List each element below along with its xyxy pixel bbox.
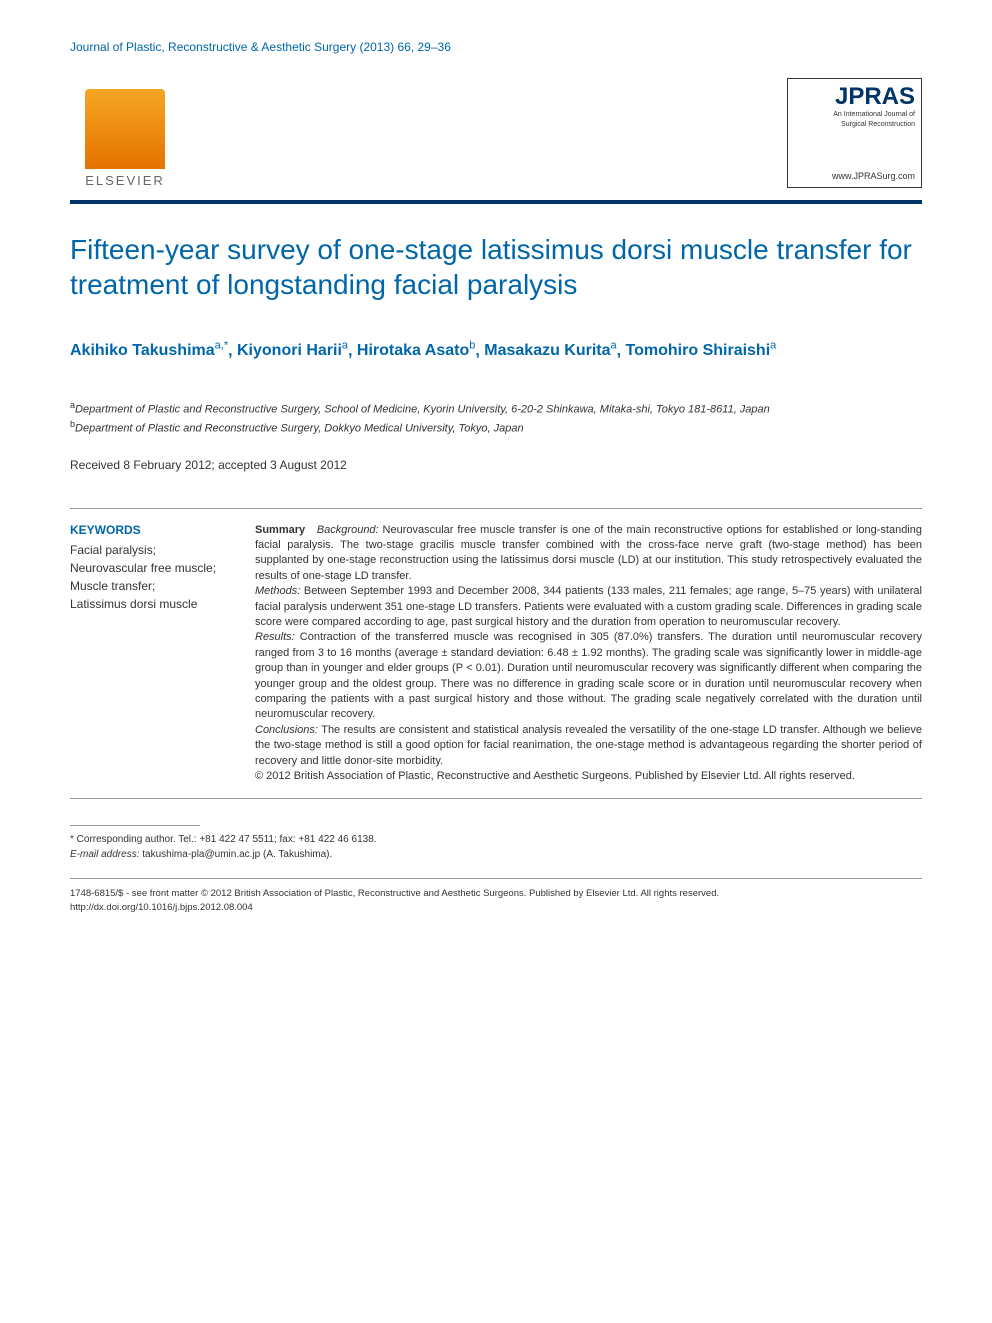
author-4-name: Masakazu Kurita [484,342,610,359]
abstract-copyright: © 2012 British Association of Plastic, R… [255,769,922,784]
keywords-heading: KEYWORDS [70,523,225,537]
footnote-line-2: E-mail address: takushima-pla@umin.ac.jp… [70,847,922,862]
author-1: Akihiko Takushimaa,* [70,342,228,359]
affiliations: aDepartment of Plastic and Reconstructiv… [70,399,922,437]
jpras-subtitle-1: An International Journal of [794,111,915,119]
abstract-methods: Methods: Between September 1993 and Dece… [255,584,922,630]
footer-copyright: 1748-6815/$ - see front matter © 2012 Br… [70,878,922,914]
author-2-name: Kiyonori Harii [237,342,342,359]
journal-citation: Journal of Plastic, Reconstructive & Aes… [70,40,922,54]
affiliation-a-text: Department of Plastic and Reconstructive… [75,404,770,416]
elsevier-tree-icon [85,89,165,169]
jpras-logo: JPRAS An International Journal of Surgic… [787,78,922,188]
summary-column: Summary Background: Neurovascular free m… [255,523,922,785]
keywords-list: Facial paralysis; Neurovascular free mus… [70,541,225,613]
author-5-sup: a [770,340,776,352]
issn-line: 1748-6815/$ - see front matter © 2012 Br… [70,887,922,900]
author-4: Masakazu Kuritaa [484,342,616,359]
author-4-sup: a [611,340,617,352]
results-text: Contraction of the transferred muscle wa… [255,631,922,720]
author-2-sup: a [342,340,348,352]
methods-text: Between September 1993 and December 2008… [255,585,922,628]
author-5-name: Tomohiro Shiraishi [626,342,771,359]
email-suffix: (A. Takushima). [260,849,332,860]
abstract-results: Results: Contraction of the transferred … [255,630,922,722]
header-divider [70,200,922,204]
jpras-title: JPRAS [794,85,915,109]
footnote-divider [70,825,200,826]
corr-label: * Corresponding author. Tel.: [70,834,199,845]
abstract-background: Summary Background: Neurovascular free m… [255,523,922,585]
elsevier-logo: ELSEVIER [70,78,180,188]
methods-label: Methods: [255,585,300,597]
abstract-block: KEYWORDS Facial paralysis; Neurovascular… [70,508,922,800]
fax-label: ; fax: [274,834,298,845]
author-3: Hirotaka Asatob [357,342,475,359]
author-list: Akihiko Takushimaa,*, Kiyonori Hariia, H… [70,338,922,363]
affiliation-b: bDepartment of Plastic and Reconstructiv… [70,418,922,437]
article-dates: Received 8 February 2012; accepted 3 Aug… [70,458,922,472]
author-5: Tomohiro Shiraishia [626,342,777,359]
author-1-sup: a,* [215,340,228,352]
email-label: E-mail address: [70,849,139,860]
jpras-url: www.JPRASurg.com [794,171,915,181]
conclusions-label: Conclusions: [255,724,318,736]
article-title: Fifteen-year survey of one-stage latissi… [70,232,922,302]
results-label: Results: [255,631,295,643]
background-label: Background: [317,524,379,536]
conclusions-text: The results are consistent and statistic… [255,724,922,767]
abstract-conclusions: Conclusions: The results are consistent … [255,723,922,769]
elsevier-label: ELSEVIER [85,173,165,188]
author-3-name: Hirotaka Asato [357,342,469,359]
corr-email: takushima-pla@umin.ac.jp [139,849,260,860]
jpras-subtitle-2: Surgical Reconstruction [794,121,915,129]
corresponding-author-footnote: * Corresponding author. Tel.: +81 422 47… [70,832,922,862]
corr-fax: +81 422 46 6138. [298,834,376,845]
affiliation-b-text: Department of Plastic and Reconstructive… [75,423,524,435]
affiliation-a: aDepartment of Plastic and Reconstructiv… [70,399,922,418]
corr-tel: +81 422 47 5511 [199,834,274,845]
author-3-sup: b [469,340,475,352]
logo-row: ELSEVIER JPRAS An International Journal … [70,78,922,188]
doi-line: http://dx.doi.org/10.1016/j.bjps.2012.08… [70,901,922,914]
summary-label: Summary [255,524,305,536]
author-1-name: Akihiko Takushima [70,342,215,359]
author-2: Kiyonori Hariia [237,342,348,359]
footnote-line-1: * Corresponding author. Tel.: +81 422 47… [70,832,922,847]
keywords-column: KEYWORDS Facial paralysis; Neurovascular… [70,523,225,785]
